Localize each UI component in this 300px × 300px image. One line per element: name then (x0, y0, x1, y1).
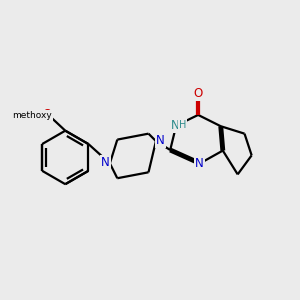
Text: O: O (43, 108, 52, 121)
Text: N: N (101, 156, 110, 169)
Text: N: N (156, 134, 165, 147)
Text: H: H (179, 120, 186, 130)
Text: N: N (171, 118, 180, 131)
Text: methoxy: methoxy (12, 111, 52, 120)
Text: N: N (195, 158, 204, 170)
Text: O: O (194, 87, 203, 100)
